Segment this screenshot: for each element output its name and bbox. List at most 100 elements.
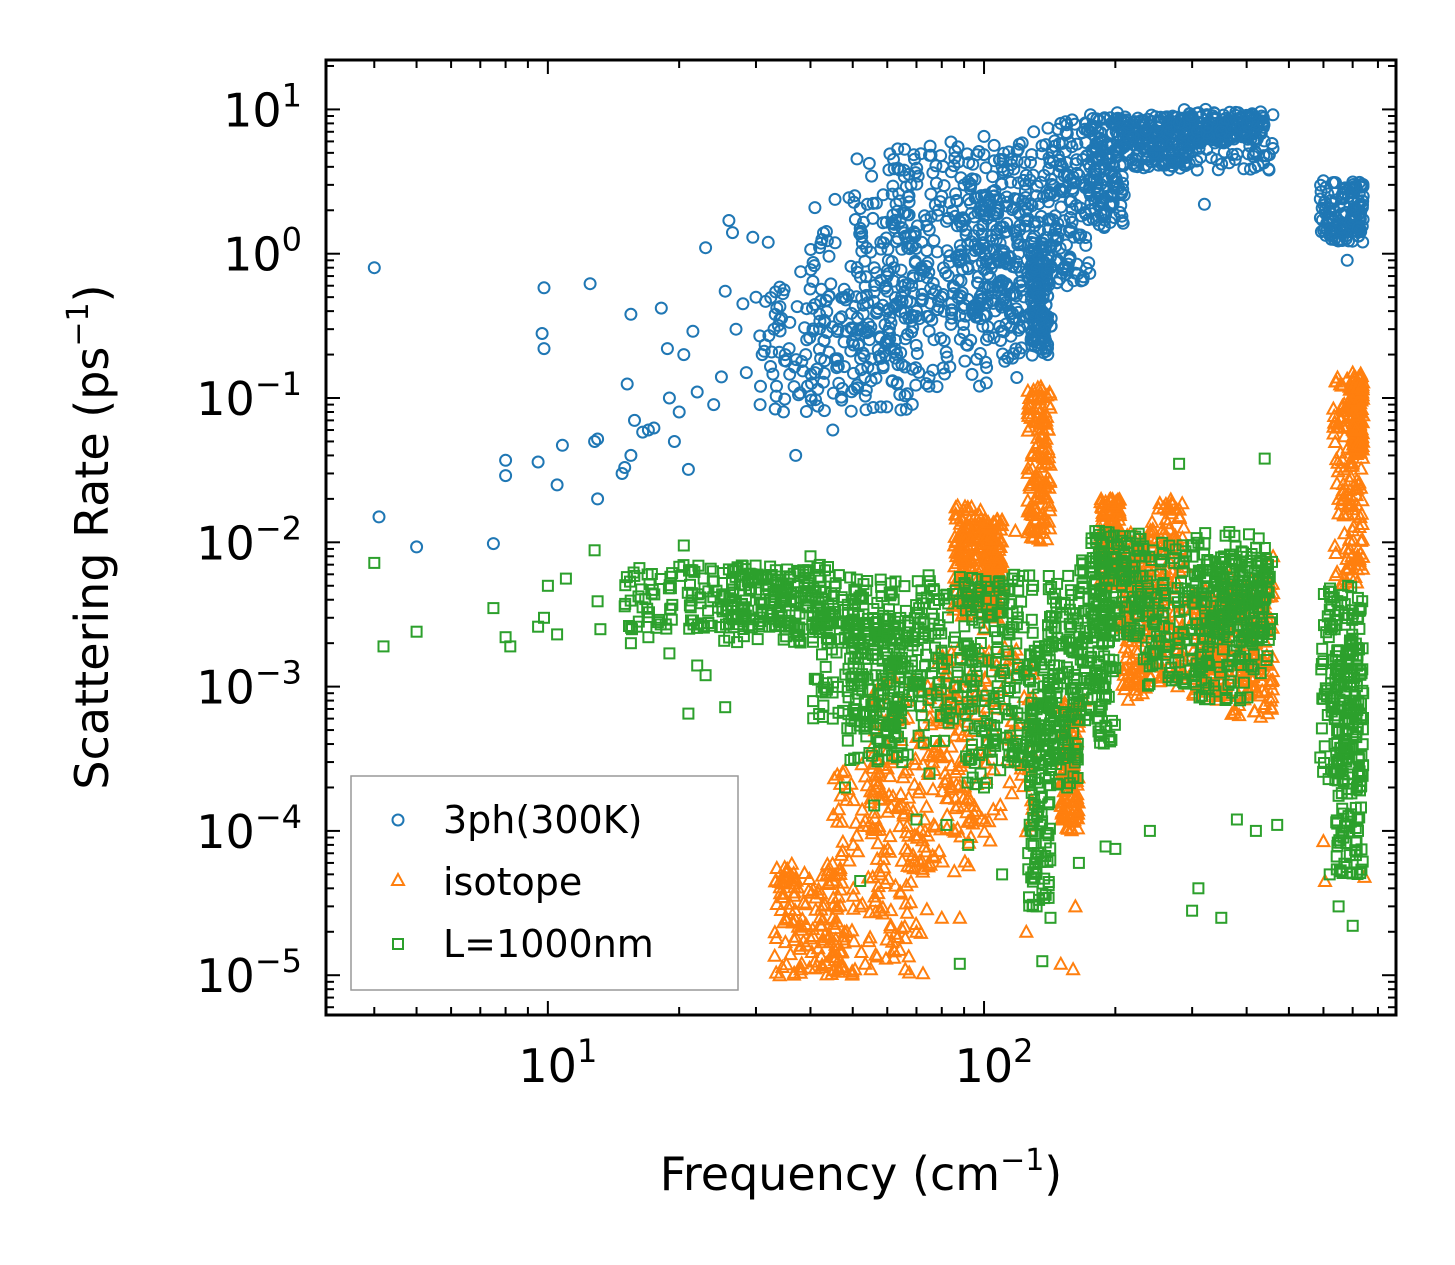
data-point (904, 229, 918, 243)
data-point (945, 296, 959, 310)
data-point (950, 193, 964, 207)
data-point (620, 377, 634, 391)
data-point (973, 379, 986, 393)
data-point (499, 469, 513, 483)
data-point (979, 376, 993, 390)
data-point (874, 273, 888, 287)
data-point (824, 277, 838, 291)
data-point (922, 324, 936, 338)
data-point (714, 370, 728, 384)
data-point (828, 236, 842, 250)
data-point (753, 398, 767, 412)
data-point (591, 492, 605, 506)
data-point (977, 148, 991, 162)
data-point (924, 187, 938, 201)
data-point (998, 354, 1012, 368)
data-point (855, 230, 869, 244)
data-point (662, 391, 676, 405)
data-point (535, 327, 549, 340)
data-point (1011, 192, 1025, 206)
series-0-markers (367, 102, 1370, 554)
data-point (792, 388, 805, 402)
data-point (862, 317, 875, 331)
data-point (883, 327, 896, 341)
data-point (927, 287, 941, 301)
data-point (910, 177, 924, 191)
data-point (1007, 522, 1024, 537)
data-point (817, 226, 830, 240)
data-point (550, 478, 564, 492)
data-point (961, 292, 975, 306)
data-point (992, 200, 1006, 214)
data-point (1030, 179, 1044, 193)
data-point (856, 307, 870, 321)
data-point (894, 263, 908, 277)
data-point (847, 366, 860, 380)
data-point (1016, 310, 1030, 324)
data-point (948, 144, 962, 158)
data-point (962, 156, 976, 170)
data-point (876, 359, 890, 373)
data-point (987, 331, 1001, 345)
data-point (848, 299, 862, 313)
data-point (806, 274, 820, 288)
data-point (816, 710, 829, 723)
data-point (995, 177, 1009, 191)
data-point (486, 537, 500, 551)
data-point (960, 857, 977, 872)
data-point (766, 367, 780, 381)
data-point (749, 290, 763, 304)
data-point (739, 366, 753, 380)
data-point (929, 159, 943, 173)
data-point (922, 379, 936, 393)
data-point (537, 342, 551, 356)
data-point (858, 389, 872, 403)
data-point (1035, 139, 1049, 153)
data-point (987, 138, 1001, 152)
data-point (367, 261, 381, 275)
data-point (893, 194, 907, 208)
data-point (1315, 833, 1332, 848)
data-point (1011, 176, 1025, 190)
data-point (981, 289, 995, 303)
data-point (908, 152, 921, 166)
data-point (831, 359, 845, 373)
data-point (830, 361, 844, 375)
data-point (880, 400, 894, 414)
data-point (894, 403, 908, 417)
data-point (898, 360, 912, 374)
data-point (850, 152, 864, 166)
data-point (1065, 961, 1081, 976)
data-point (799, 405, 813, 418)
data-point (944, 317, 958, 331)
data-point (936, 361, 950, 375)
data-point (924, 210, 938, 224)
data-point (949, 187, 963, 201)
data-point (926, 166, 940, 180)
data-point (917, 265, 931, 278)
data-point (1002, 774, 1018, 789)
data-point (761, 235, 775, 249)
data-point (861, 296, 875, 310)
data-point (853, 943, 870, 958)
data-point (624, 307, 638, 321)
data-point (1237, 162, 1251, 176)
data-point (874, 400, 888, 414)
data-point (729, 322, 743, 336)
data-point (937, 261, 950, 275)
data-point (952, 255, 966, 269)
data-point (961, 237, 975, 251)
data-point (820, 326, 834, 339)
data-point (829, 353, 843, 367)
data-point (660, 342, 674, 356)
data-point (892, 187, 906, 201)
data-point (839, 324, 853, 338)
data-point (844, 404, 858, 418)
data-point (943, 196, 956, 210)
data-point (1007, 347, 1021, 361)
data-point (975, 227, 989, 241)
data-point (1010, 144, 1024, 158)
data-point (858, 279, 872, 293)
data-point (828, 192, 842, 206)
data-point (850, 261, 864, 275)
